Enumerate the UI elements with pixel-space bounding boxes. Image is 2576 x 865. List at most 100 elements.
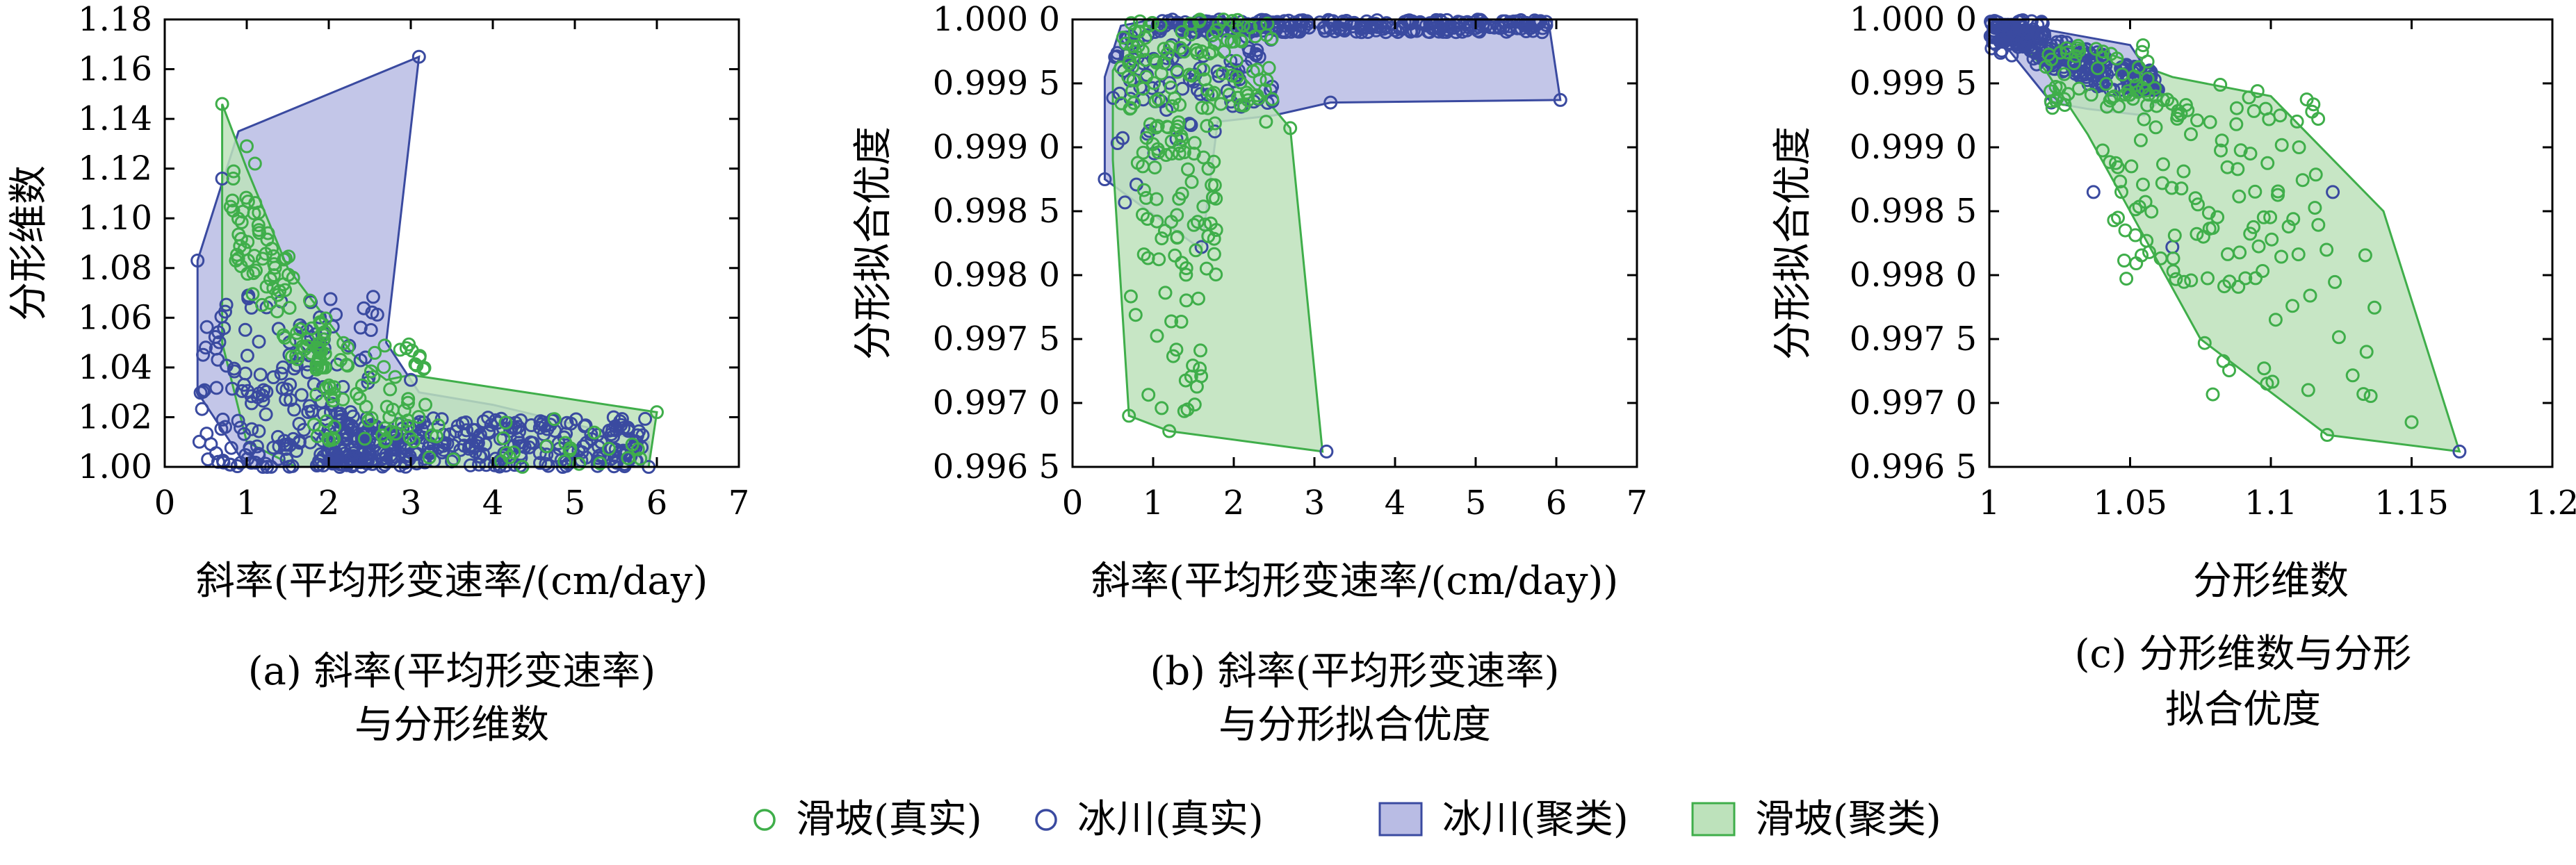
data-point xyxy=(1260,17,1275,31)
data-point xyxy=(539,439,554,454)
data-point xyxy=(1229,53,1244,68)
data-point xyxy=(650,405,664,420)
data-point xyxy=(266,440,281,455)
data-point xyxy=(2217,279,2231,294)
data-point xyxy=(247,156,262,171)
data-point xyxy=(2220,160,2235,174)
data-point xyxy=(215,97,229,111)
x-tick-label: 6 xyxy=(646,484,668,522)
data-point xyxy=(252,386,266,401)
data-point xyxy=(1207,85,1221,100)
y-tick-label: 0.997 5 xyxy=(1850,320,1977,359)
y-axis-title: 分形维数 xyxy=(6,165,51,321)
data-point xyxy=(244,389,259,404)
data-point xyxy=(418,397,432,412)
y-tick-label: 1.02 xyxy=(78,397,152,436)
data-point xyxy=(1123,289,1138,304)
y-tick-label: 1.14 xyxy=(78,99,152,138)
data-point xyxy=(1262,60,1276,75)
data-point xyxy=(1283,121,1298,135)
data-point xyxy=(325,456,340,471)
data-point xyxy=(2202,222,2217,236)
data-point xyxy=(284,349,299,364)
data-point xyxy=(1141,388,1156,402)
data-point xyxy=(436,438,450,453)
data-point xyxy=(227,164,241,179)
data-point xyxy=(1193,361,1207,376)
data-point xyxy=(2144,204,2159,219)
data-point xyxy=(364,364,378,379)
data-point xyxy=(1994,33,2009,47)
data-point xyxy=(484,418,498,432)
data-point xyxy=(1173,97,1187,112)
data-point xyxy=(311,341,326,355)
x-tick-label: 5 xyxy=(564,484,586,522)
data-point xyxy=(255,297,270,312)
data-point xyxy=(576,439,591,454)
data-point xyxy=(2057,67,2071,81)
data-point xyxy=(199,320,214,334)
y-tick-label: 1.000 0 xyxy=(933,0,1060,39)
data-point xyxy=(1207,247,1221,261)
data-point xyxy=(2174,106,2188,121)
data-point xyxy=(279,393,293,407)
data-point xyxy=(1225,14,1239,28)
data-point xyxy=(1395,22,1410,36)
data-point xyxy=(196,347,211,362)
data-point xyxy=(1179,267,1193,282)
data-point xyxy=(1209,23,1223,38)
data-point xyxy=(1231,90,1246,105)
data-point xyxy=(2118,223,2133,238)
data-point xyxy=(1194,44,1209,58)
data-point xyxy=(245,287,260,302)
data-point xyxy=(1191,291,1205,306)
data-point xyxy=(252,226,266,240)
data-point xyxy=(614,418,628,432)
data-point xyxy=(1149,56,1164,70)
data-point xyxy=(2039,60,2053,74)
data-point xyxy=(333,406,348,421)
data-point xyxy=(2190,113,2204,128)
data-point xyxy=(2184,127,2198,142)
data-point xyxy=(318,360,332,374)
legend-swatch xyxy=(1691,802,1736,837)
data-point xyxy=(1323,95,1338,110)
data-point xyxy=(1223,53,1238,68)
data-point xyxy=(316,407,331,421)
data-point xyxy=(364,323,378,337)
data-point xyxy=(2232,189,2247,204)
y-tick-label: 0.999 5 xyxy=(1850,64,1977,103)
data-point xyxy=(271,452,286,466)
data-point xyxy=(1136,183,1151,197)
data-point xyxy=(1196,63,1211,77)
data-point xyxy=(2303,288,2317,303)
y-tick-label: 0.997 0 xyxy=(1850,384,1977,422)
data-point xyxy=(1138,31,1152,45)
data-point xyxy=(2256,210,2271,224)
data-point xyxy=(1405,14,1419,28)
data-point xyxy=(1199,261,1214,276)
data-point xyxy=(2328,274,2342,289)
data-point xyxy=(1440,22,1454,37)
data-point xyxy=(1217,44,1231,59)
panel-caption: 与分形维数 xyxy=(354,702,549,748)
data-point xyxy=(1166,349,1180,363)
data-point xyxy=(2071,41,2085,56)
data-point xyxy=(2153,251,2168,265)
data-point xyxy=(429,429,443,444)
data-point xyxy=(1198,72,1212,87)
data-point xyxy=(2072,81,2086,96)
data-point xyxy=(215,412,230,427)
data-point xyxy=(276,277,291,292)
data-point xyxy=(2110,160,2125,174)
data-point xyxy=(578,418,593,433)
y-tick-label: 0.998 0 xyxy=(933,256,1060,295)
data-point xyxy=(1157,42,1171,56)
data-point xyxy=(2265,232,2279,247)
data-point xyxy=(248,455,263,470)
data-point xyxy=(301,405,316,420)
y-tick-label: 0.997 5 xyxy=(933,320,1060,359)
data-point xyxy=(321,431,336,446)
data-point xyxy=(309,387,324,402)
plot-frame xyxy=(1071,18,1638,468)
